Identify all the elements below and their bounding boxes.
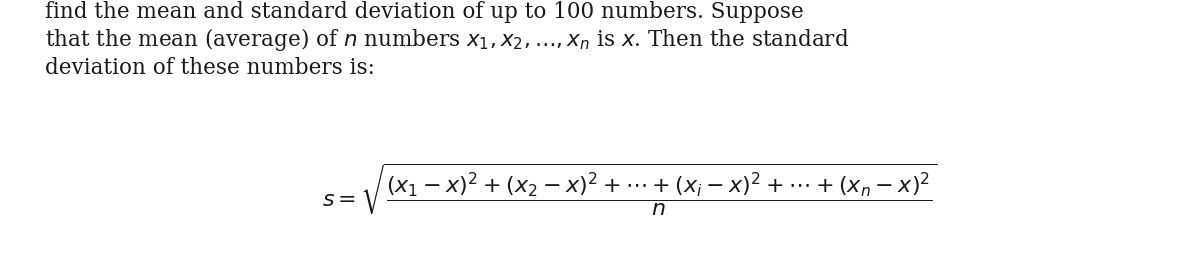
Text: that the mean (average) of $n$ numbers $x_1, x_2, \ldots, x_n$ is $x$. Then the : that the mean (average) of $n$ numbers $… (46, 26, 850, 53)
Text: deviation of these numbers is:: deviation of these numbers is: (46, 57, 374, 79)
Text: find the mean and standard deviation of up to 100 numbers. Suppose: find the mean and standard deviation of … (46, 1, 804, 23)
Text: $s = \sqrt{\dfrac{(x_1 - x)^2 + (x_2 - x)^2 + \cdots + (x_i - x)^2 + \cdots + (x: $s = \sqrt{\dfrac{(x_1 - x)^2 + (x_2 - x… (322, 162, 938, 218)
